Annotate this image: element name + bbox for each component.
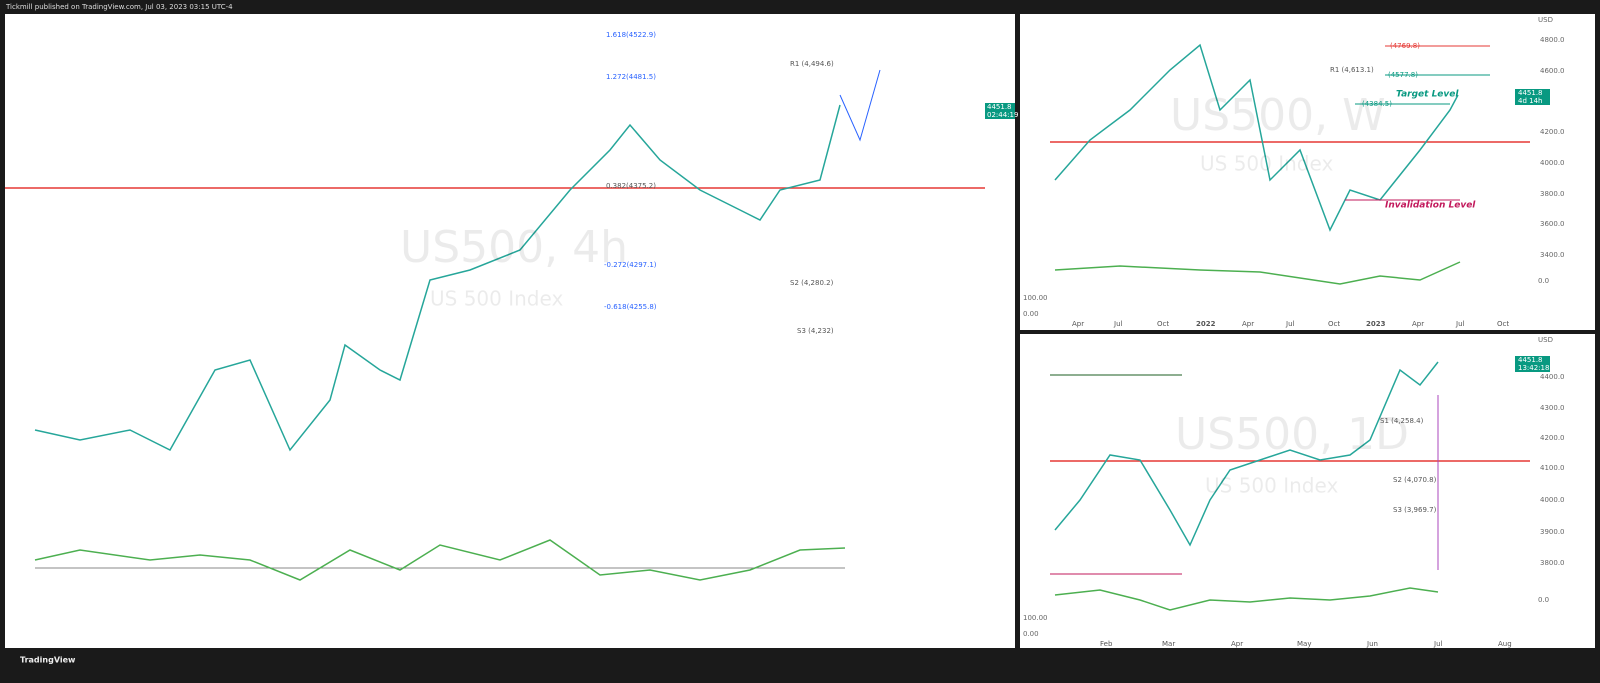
- subtitle: US 500 Index: [1205, 474, 1338, 498]
- y-tick-label: 4000.0: [1540, 159, 1565, 167]
- price-path: [1054, 361, 1439, 547]
- y-tick-label: 4400.0: [1540, 373, 1565, 381]
- projection: [839, 69, 881, 142]
- level: 1.272(4481.5): [606, 73, 656, 81]
- x-axis: Apr Jul Oct 2022 Apr Jul Oct 2023 Apr Ju…: [1072, 320, 1509, 328]
- level: -0.272(4297.1): [604, 261, 657, 269]
- x-tick-label: Jul: [1285, 320, 1295, 328]
- x-tick-label: Oct: [1328, 320, 1340, 328]
- level: S3 (3,969.7): [1393, 506, 1437, 514]
- subtitle: US 500 Index: [1200, 152, 1333, 176]
- price-path: [1054, 43, 1459, 232]
- x-tick-label: Oct: [1157, 320, 1169, 328]
- level: R1 (4,613.1): [1330, 66, 1374, 74]
- y-tick-label: 3400.0: [1540, 251, 1565, 259]
- y-tick-label: 4000.0: [1540, 496, 1565, 504]
- x-tick-label: Mar: [1162, 640, 1175, 648]
- countdown: 13:42:18: [1518, 364, 1549, 372]
- publisher: Tickmill published on TradingView.com, J…: [5, 3, 233, 11]
- watermark: US500, 4h: [400, 222, 628, 273]
- oscillator: [1054, 261, 1461, 285]
- subtitle: US 500 Index: [430, 287, 563, 311]
- price: 4451.8: [1518, 89, 1543, 97]
- x-tick-label: Apr: [1412, 320, 1424, 328]
- countdown: 4d 14h: [1518, 97, 1542, 105]
- x-tick-label: 2022: [1196, 320, 1216, 328]
- level: -0.618(4255.8): [604, 303, 657, 311]
- y-tick-label: 4300.0: [1540, 404, 1565, 412]
- y-tick-label: 3600.0: [1540, 220, 1565, 228]
- level: S3 (4,232): [797, 327, 834, 335]
- level: S2 (4,280.2): [790, 279, 834, 287]
- currency: USD: [1538, 336, 1553, 344]
- level: (4769.8): [1390, 42, 1420, 50]
- level: 0.382(4375.2): [606, 182, 656, 190]
- annotation: Invalidation Level: [1385, 201, 1476, 211]
- level: (4577.8): [1388, 71, 1418, 79]
- x-axis: Feb Mar Apr May Jun Jul Aug: [1100, 640, 1512, 648]
- y-tick-label: 4800.0: [1540, 36, 1565, 44]
- y-tick-label: 4600.0: [1540, 67, 1565, 75]
- price: 4451.8: [987, 103, 1012, 111]
- price-tag: [1515, 356, 1550, 372]
- panel-bg: [5, 14, 1015, 648]
- panel-daily: US500, 1D US 500 Index USD 4400.0 4300.0…: [1020, 334, 1595, 648]
- price-tag: [985, 103, 1015, 119]
- x-tick-label: Jul: [1433, 640, 1443, 648]
- osc-label: 0.00: [1023, 630, 1039, 638]
- x-tick-label: Jun: [1366, 640, 1378, 648]
- y-tick-label: 3800.0: [1540, 559, 1565, 567]
- y-tick-label: 4200.0: [1540, 128, 1565, 136]
- watermark: US500, 1D: [1175, 409, 1409, 460]
- currency: USD: [1538, 16, 1553, 24]
- level: 1.618(4522.9): [606, 31, 656, 39]
- oscillator: [34, 539, 846, 581]
- countdown: 02:44:19: [987, 111, 1018, 119]
- panel-4h: US500, 4h US 500 Index 4451.8 02:44:19 1…: [5, 14, 1018, 648]
- osc-label: 100.00: [1023, 294, 1048, 302]
- x-tick-label: Aug: [1498, 640, 1512, 648]
- y-tick-label: 3900.0: [1540, 528, 1565, 536]
- y-tick-label: 3800.0: [1540, 190, 1565, 198]
- annotation: Target Level: [1396, 90, 1459, 100]
- osc-label: 0.00: [1023, 310, 1039, 318]
- panel-weekly: US500, W US 500 Index USD 4800.0 4600.0 …: [1020, 14, 1595, 330]
- x-tick-label: Jul: [1113, 320, 1123, 328]
- panel-bg: [1020, 334, 1595, 648]
- x-tick-label: May: [1297, 640, 1311, 648]
- x-tick-label: Apr: [1072, 320, 1084, 328]
- y-tick-label: 4100.0: [1540, 464, 1565, 472]
- x-tick-label: Feb: [1100, 640, 1113, 648]
- x-tick-label: Jul: [1455, 320, 1465, 328]
- price-tag: [1515, 89, 1550, 105]
- brand: TradingView: [20, 656, 76, 665]
- y-tick-label: 4200.0: [1540, 434, 1565, 442]
- osc-label: 0.0: [1538, 277, 1549, 285]
- level: R1 (4,494.6): [790, 60, 834, 68]
- osc-label: 100.00: [1023, 614, 1048, 622]
- x-tick-label: 2023: [1366, 320, 1386, 328]
- watermark: US500, W: [1170, 90, 1386, 141]
- level: (4384.5): [1362, 100, 1392, 108]
- level: S1 (4,258.4): [1380, 417, 1424, 425]
- level: S2 (4,070.8): [1393, 476, 1437, 484]
- osc-label: 0.0: [1538, 596, 1549, 604]
- price: 4451.8: [1518, 356, 1543, 364]
- x-tick-label: Oct: [1497, 320, 1509, 328]
- price-path: [34, 104, 841, 452]
- x-tick-label: Apr: [1242, 320, 1254, 328]
- x-tick-label: Apr: [1231, 640, 1243, 648]
- oscillator: [1054, 587, 1439, 611]
